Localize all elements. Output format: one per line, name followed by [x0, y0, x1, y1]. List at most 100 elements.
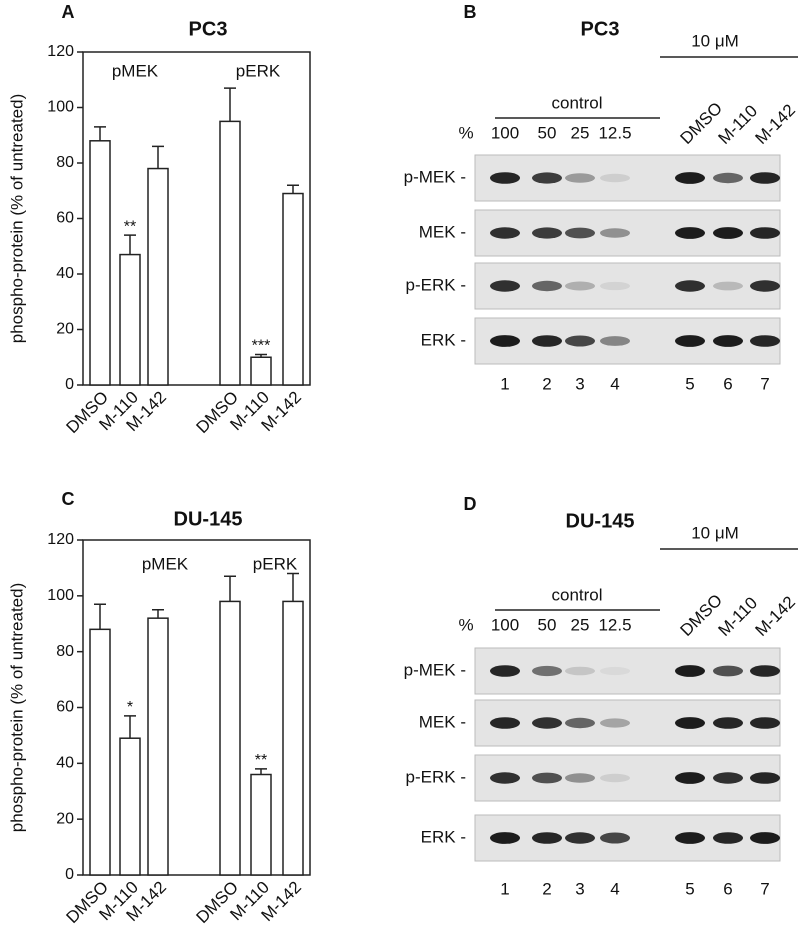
- band: [675, 172, 705, 184]
- control-label: control: [551, 585, 602, 604]
- band: [713, 665, 743, 677]
- band: [750, 172, 780, 184]
- lane-header: 50: [538, 615, 557, 634]
- lane-number: 3: [575, 879, 584, 898]
- error-bar: [255, 768, 267, 775]
- band: [565, 335, 595, 347]
- bar: [219, 120, 241, 386]
- error-bar: [255, 353, 267, 358]
- blot-strip: [474, 262, 781, 310]
- lane-header: 50: [538, 123, 557, 142]
- row-label: p-MEK -: [404, 167, 466, 186]
- y-tick-label: 20: [56, 810, 74, 827]
- treatment-label: 10 μM: [691, 31, 739, 50]
- panel-label: A: [62, 2, 75, 22]
- bar: [282, 192, 304, 386]
- error-bar: [224, 575, 236, 602]
- y-tick-label: 120: [47, 531, 74, 548]
- band: [675, 832, 705, 844]
- lane-number: 5: [685, 374, 694, 393]
- band: [750, 772, 780, 784]
- lane-number: 3: [575, 374, 584, 393]
- percent-label: %: [458, 615, 473, 634]
- band: [490, 832, 520, 844]
- error-bar: [124, 715, 136, 739]
- band: [490, 172, 520, 184]
- bar: [89, 140, 111, 386]
- band: [750, 280, 780, 292]
- band: [490, 280, 520, 292]
- bar: [282, 600, 304, 876]
- error-bar: [287, 184, 299, 194]
- band: [750, 227, 780, 239]
- band: [713, 227, 743, 239]
- band: [565, 666, 595, 676]
- y-tick-label: 100: [47, 99, 74, 116]
- lane-header: 25: [571, 123, 590, 142]
- lane-number: 6: [723, 374, 732, 393]
- y-tick-label: 20: [56, 321, 74, 338]
- bar: [147, 167, 169, 386]
- plot-frame: [82, 51, 311, 386]
- row-label: p-ERK -: [406, 275, 466, 294]
- lane-number: 4: [610, 879, 619, 898]
- panel-label: B: [464, 2, 477, 22]
- lane-header: 12.5: [598, 123, 631, 142]
- band: [600, 666, 630, 676]
- group-label: pMEK: [112, 61, 159, 80]
- band: [490, 335, 520, 347]
- band: [713, 717, 743, 729]
- chart-title: DU-145: [174, 508, 243, 530]
- band: [750, 717, 780, 729]
- band: [600, 336, 630, 346]
- band: [490, 772, 520, 784]
- bar: [147, 617, 169, 876]
- y-tick-label: 80: [56, 154, 74, 171]
- band: [713, 281, 743, 291]
- blot-title: PC3: [581, 18, 620, 40]
- lane-header: 12.5: [598, 615, 631, 634]
- lane-header: M-142: [752, 592, 800, 640]
- lane-header: 100: [491, 123, 519, 142]
- band: [750, 335, 780, 347]
- significance-label: ***: [252, 338, 271, 355]
- band: [750, 665, 780, 677]
- band: [600, 832, 630, 844]
- row-label: ERK -: [421, 827, 466, 846]
- band: [713, 832, 743, 844]
- band: [565, 773, 595, 783]
- lane-number: 5: [685, 879, 694, 898]
- control-label: control: [551, 93, 602, 112]
- band: [532, 665, 562, 677]
- significance-label: *: [127, 699, 133, 716]
- band: [600, 173, 630, 183]
- y-tick-label: 60: [56, 699, 74, 716]
- band: [565, 281, 595, 291]
- group-label: pERK: [253, 554, 298, 573]
- panel-label: C: [62, 489, 75, 509]
- bar: [89, 628, 111, 876]
- lane-number: 7: [760, 374, 769, 393]
- bar: [250, 356, 272, 386]
- lane-header: 25: [571, 615, 590, 634]
- plot-frame: [82, 539, 311, 876]
- percent-label: %: [458, 123, 473, 142]
- bar: [250, 773, 272, 876]
- band: [490, 717, 520, 729]
- band: [675, 772, 705, 784]
- band: [713, 172, 743, 184]
- significance-label: **: [255, 752, 267, 769]
- band: [532, 772, 562, 784]
- bar: [119, 253, 141, 386]
- band: [750, 832, 780, 844]
- band: [490, 227, 520, 239]
- lane-header: 100: [491, 615, 519, 634]
- band: [532, 717, 562, 729]
- lane-number: 2: [542, 374, 551, 393]
- error-bar: [152, 609, 164, 619]
- band: [600, 718, 630, 728]
- row-label: MEK -: [419, 712, 466, 731]
- bar: [119, 737, 141, 876]
- lane-number: 1: [500, 879, 509, 898]
- y-tick-label: 100: [47, 587, 74, 604]
